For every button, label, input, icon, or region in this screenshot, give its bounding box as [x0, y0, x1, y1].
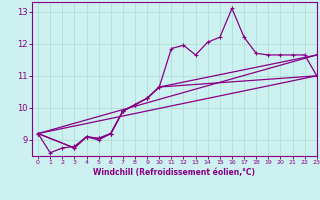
X-axis label: Windchill (Refroidissement éolien,°C): Windchill (Refroidissement éolien,°C) [93, 168, 255, 177]
